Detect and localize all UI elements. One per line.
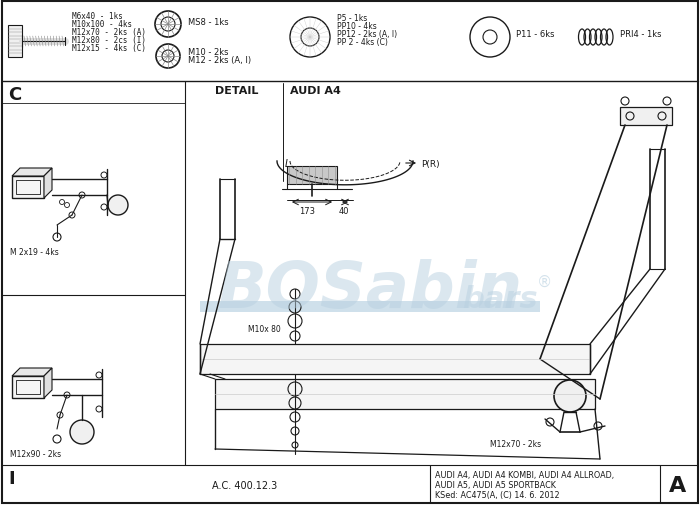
Text: M12x70 - 2ks: M12x70 - 2ks <box>490 439 541 448</box>
Bar <box>12 376 44 398</box>
Text: AUDI A5, AUDI A5 SPORTBACK: AUDI A5, AUDI A5 SPORTBACK <box>435 480 556 489</box>
Text: C: C <box>8 86 21 104</box>
Text: M10x 80: M10x 80 <box>248 324 281 333</box>
Text: M10x100 - 4ks: M10x100 - 4ks <box>72 20 132 29</box>
Circle shape <box>70 420 94 444</box>
Text: M12x80 - 2cs (I): M12x80 - 2cs (I) <box>72 36 146 45</box>
Text: M6x40 - 1ks: M6x40 - 1ks <box>72 12 123 21</box>
Text: DETAIL: DETAIL <box>215 86 258 96</box>
Bar <box>16 380 40 394</box>
Circle shape <box>554 380 586 412</box>
Text: P5 - 1ks: P5 - 1ks <box>337 14 368 23</box>
Text: ®: ® <box>538 274 552 289</box>
Text: KSed: AC475(A, (C) 14. 6. 2012: KSed: AC475(A, (C) 14. 6. 2012 <box>435 490 559 499</box>
Text: P(R): P(R) <box>421 159 440 168</box>
Bar <box>620 108 672 126</box>
Text: 40: 40 <box>339 207 349 216</box>
Text: M10 - 2ks: M10 - 2ks <box>188 48 228 57</box>
Text: PP 2 - 4ks (C): PP 2 - 4ks (C) <box>337 38 388 47</box>
Bar <box>215 379 595 409</box>
Bar <box>200 344 590 374</box>
Bar <box>200 301 540 313</box>
Text: P11 - 6ks: P11 - 6ks <box>516 30 554 39</box>
Text: BOSabin: BOSabin <box>218 259 523 320</box>
Text: PRI4 - 1ks: PRI4 - 1ks <box>620 30 662 39</box>
Polygon shape <box>44 169 52 198</box>
Text: M 2x19 - 4ks: M 2x19 - 4ks <box>10 247 59 257</box>
Text: 173: 173 <box>299 207 315 216</box>
Text: PP10 - 4ks: PP10 - 4ks <box>337 22 377 31</box>
Text: M12x15 - 4ks (C): M12x15 - 4ks (C) <box>72 44 146 53</box>
Bar <box>287 167 337 185</box>
Bar <box>12 177 44 198</box>
Text: AUDI A4: AUDI A4 <box>290 86 341 96</box>
Circle shape <box>108 195 128 216</box>
Polygon shape <box>12 368 52 376</box>
Polygon shape <box>12 169 52 177</box>
Text: I: I <box>8 469 15 487</box>
Text: M12x90 - 2ks: M12x90 - 2ks <box>10 449 61 458</box>
Bar <box>8 26 22 58</box>
Text: AUDI A4, AUDI A4 KOMBI, AUDI A4 ALLROAD,: AUDI A4, AUDI A4 KOMBI, AUDI A4 ALLROAD, <box>435 470 614 479</box>
Text: MS8 - 1ks: MS8 - 1ks <box>188 18 229 27</box>
Text: A: A <box>669 475 687 495</box>
Text: M12x70 - 2ks (A): M12x70 - 2ks (A) <box>72 28 146 37</box>
Bar <box>16 181 40 194</box>
Text: A.C. 400.12.3: A.C. 400.12.3 <box>212 480 278 490</box>
Text: PP12 - 2ks (A, I): PP12 - 2ks (A, I) <box>337 30 397 39</box>
Text: L: L <box>285 159 290 169</box>
Text: bars: bars <box>462 285 538 314</box>
Text: M12 - 2ks (A, I): M12 - 2ks (A, I) <box>188 56 251 65</box>
Polygon shape <box>44 368 52 398</box>
